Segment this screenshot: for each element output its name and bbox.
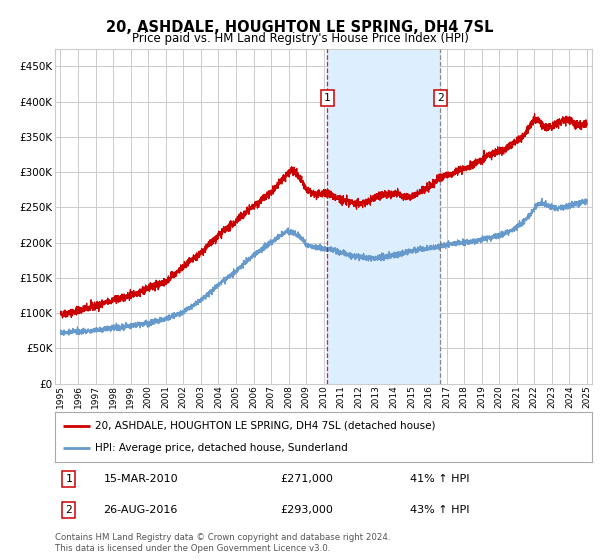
- Text: 15-MAR-2010: 15-MAR-2010: [104, 474, 178, 484]
- Text: £271,000: £271,000: [281, 474, 334, 484]
- Text: 1: 1: [65, 474, 72, 484]
- Text: 26-AUG-2016: 26-AUG-2016: [104, 505, 178, 515]
- Text: 1: 1: [324, 93, 331, 103]
- Text: HPI: Average price, detached house, Sunderland: HPI: Average price, detached house, Sund…: [95, 443, 348, 453]
- Text: 2: 2: [437, 93, 444, 103]
- Text: 20, ASHDALE, HOUGHTON LE SPRING, DH4 7SL (detached house): 20, ASHDALE, HOUGHTON LE SPRING, DH4 7SL…: [95, 421, 436, 431]
- Text: 41% ↑ HPI: 41% ↑ HPI: [410, 474, 469, 484]
- Text: Price paid vs. HM Land Registry's House Price Index (HPI): Price paid vs. HM Land Registry's House …: [131, 32, 469, 45]
- Bar: [327, 49, 440, 384]
- Text: 2: 2: [65, 505, 72, 515]
- Text: 20, ASHDALE, HOUGHTON LE SPRING, DH4 7SL: 20, ASHDALE, HOUGHTON LE SPRING, DH4 7SL: [106, 20, 494, 35]
- Text: 43% ↑ HPI: 43% ↑ HPI: [410, 505, 469, 515]
- Text: Contains HM Land Registry data © Crown copyright and database right 2024.
This d: Contains HM Land Registry data © Crown c…: [55, 533, 391, 553]
- Text: £293,000: £293,000: [281, 505, 334, 515]
